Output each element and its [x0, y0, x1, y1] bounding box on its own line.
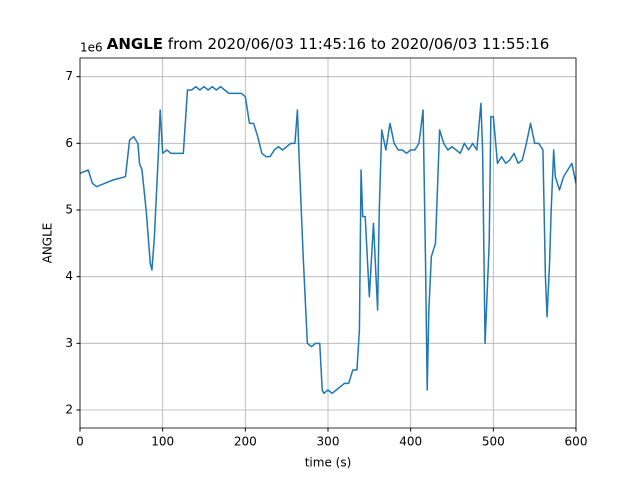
x-axis-label: time (s)	[305, 456, 352, 470]
y-offset: 1e6	[80, 41, 103, 55]
y-tick-label: 3	[65, 336, 73, 350]
data-line	[80, 85, 576, 395]
x-tick-label: 300	[317, 435, 340, 449]
y-tick-label: 2	[65, 403, 73, 417]
y-tick-label: 4	[65, 269, 73, 283]
x-tick-label: 200	[234, 435, 257, 449]
x-tick-label: 600	[565, 435, 588, 449]
title-text: from 2020/06/03 11:45:16 to 2020/06/03 1…	[168, 35, 549, 53]
y-tick-label: 7	[65, 69, 73, 83]
y-axis-label: ANGLE	[41, 223, 55, 264]
x-tick-label: 500	[482, 435, 505, 449]
y-tick-label: 6	[65, 136, 73, 150]
title-name: ANGLE	[107, 35, 163, 53]
plot-frame	[79, 57, 577, 429]
chart-title: ANGLE from 2020/06/03 11:45:16 to 2020/0…	[107, 35, 550, 53]
x-tick-label: 0	[76, 435, 84, 449]
x-tick-label: 100	[151, 435, 174, 449]
y-tick-label: 5	[65, 203, 73, 217]
x-tick-label: 400	[399, 435, 422, 449]
